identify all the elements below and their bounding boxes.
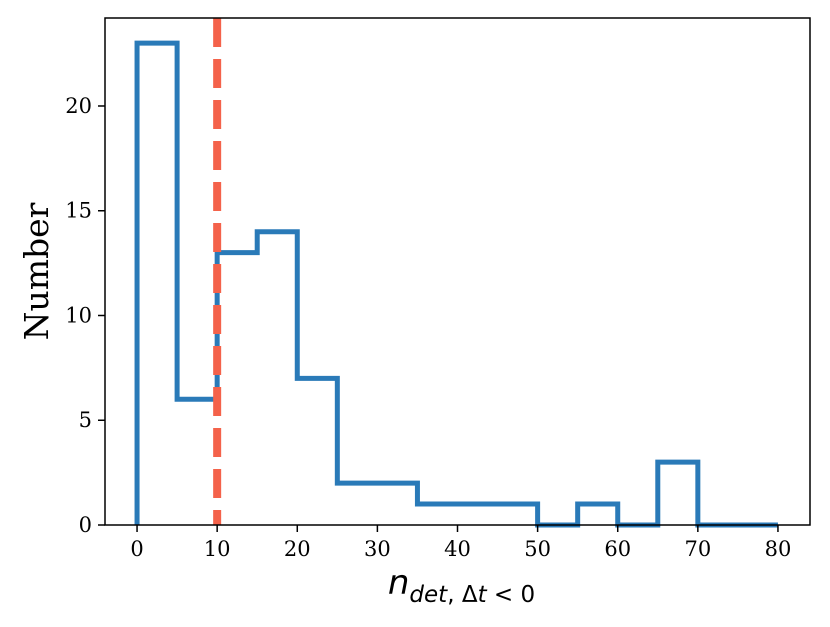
- x-axis-label-main: n: [388, 563, 410, 603]
- y-tick-label: 20: [65, 94, 92, 118]
- y-tick-label: 5: [79, 408, 92, 432]
- x-axis-label-sub-condition: < 0: [487, 582, 536, 608]
- y-axis-label: Number: [17, 202, 56, 340]
- histogram-bin: [417, 504, 457, 525]
- y-tick-label: 15: [65, 199, 92, 223]
- x-tick-label: 70: [684, 537, 711, 561]
- x-axis-label-sub: det: [409, 582, 448, 608]
- plot-area: [134, 18, 778, 528]
- histogram-outline: [134, 40, 778, 528]
- plot-frame: [104, 17, 811, 526]
- x-axis-label-sub-delta: , Δ: [447, 582, 478, 608]
- histogram-bin: [658, 462, 698, 525]
- x-tick-label: 50: [524, 537, 551, 561]
- histogram-bin: [177, 399, 217, 525]
- x-tick-label: 0: [130, 537, 143, 561]
- x-tick-label: 60: [604, 537, 631, 561]
- histogram-bin: [297, 378, 337, 525]
- x-axis-label-sub-t: t: [478, 582, 488, 608]
- x-tick-label: 30: [364, 537, 391, 561]
- histogram-bin: [217, 253, 257, 525]
- x-tick-label: 10: [204, 537, 231, 561]
- histogram-bin: [458, 504, 498, 525]
- histogram-bin: [137, 43, 177, 525]
- histogram-bin: [498, 504, 538, 525]
- x-tick-label: 80: [765, 537, 792, 561]
- axes: 0 10 20 30 40 50 60 70 80 0 5 10 15 20: [65, 17, 811, 561]
- histogram-bin: [377, 483, 417, 525]
- histogram-bin: [257, 232, 297, 525]
- x-tick-label: 20: [284, 537, 311, 561]
- histogram-bin: [578, 504, 618, 525]
- x-axis-label: ndet, Δt < 0: [388, 563, 535, 608]
- y-tick-label: 10: [65, 303, 92, 327]
- x-tick-label: 40: [444, 537, 471, 561]
- y-tick-label: 0: [79, 513, 92, 537]
- histogram-bin: [337, 483, 377, 525]
